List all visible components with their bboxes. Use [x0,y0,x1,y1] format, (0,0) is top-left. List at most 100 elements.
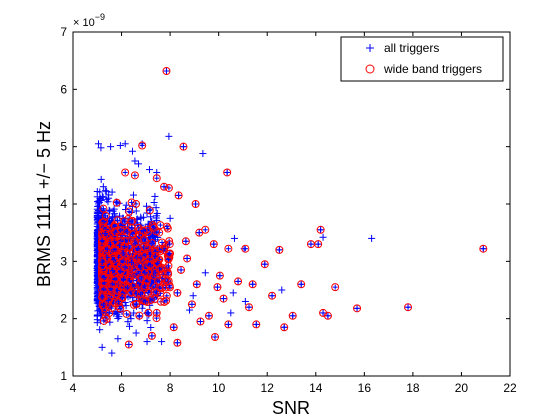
all-trigger-point [101,187,109,195]
x-tick: 16 [358,32,372,395]
y-tick-label: 2 [60,312,67,326]
all-trigger-point [128,147,136,155]
wide-band-trigger-point [113,286,122,295]
x-tick: 22 [503,32,517,395]
wide-band-trigger-point [179,142,188,151]
x-tick-label: 22 [503,381,517,395]
wide-band-trigger-point [106,284,115,293]
wide-band-trigger-point [116,267,125,276]
wide-band-trigger-point [331,283,340,292]
wide-band-trigger-point [113,216,122,225]
wide-band-trigger-point [153,276,162,285]
wide-band-triggers-points [98,66,488,349]
wide-band-trigger-point [121,168,130,177]
wide-band-trigger-point [164,249,173,258]
wide-band-trigger-point [191,200,200,208]
all-trigger-point [165,132,173,140]
x-tick-label: 14 [309,381,323,395]
all-trigger-point [96,194,104,202]
wide-band-trigger-point [101,229,110,238]
wide-band-trigger-point [146,250,155,259]
all-trigger-point [186,306,194,314]
wide-band-trigger-point [160,182,169,191]
x-tick-label: 4 [70,381,77,395]
all-trigger-point [201,269,209,277]
all-trigger-point [189,292,197,300]
all-trigger-point [95,198,103,206]
all-trigger-point [96,326,104,334]
all-trigger-point [147,323,155,331]
wide-band-trigger-point [187,300,196,309]
wide-band-trigger-point [297,280,306,289]
wide-band-trigger-point [132,289,141,298]
wide-band-trigger-point [104,296,113,305]
wide-band-trigger-point [164,261,173,270]
wide-band-trigger-point [140,281,149,290]
wide-band-trigger-point [116,304,125,313]
wide-band-trigger-point [117,293,126,302]
wide-band-trigger-point [99,301,108,310]
wide-band-trigger-point [130,171,139,180]
wide-band-trigger-point [209,240,218,249]
wide-band-trigger-point [177,265,186,274]
wide-band-trigger-point [165,240,174,249]
wide-band-trigger-point [173,338,182,347]
wide-band-trigger-point [165,283,174,292]
x-tick: 14 [309,32,323,395]
wide-band-trigger-point [219,294,228,303]
all-trigger-point [99,193,107,201]
wide-band-trigger-point [192,280,201,289]
wide-band-trigger-point [316,225,325,234]
wide-band-trigger-point [103,245,112,254]
wide-band-trigger-point [123,283,132,292]
wide-band-trigger-point [234,277,243,286]
y-tick-label: 5 [60,140,67,154]
all-trigger-point [368,234,376,242]
wide-band-trigger-point [148,239,157,248]
wide-band-trigger-point [120,242,129,251]
wide-band-trigger-point [127,198,136,207]
all-trigger-point [138,304,146,312]
wide-band-trigger-point [252,320,261,329]
wide-band-trigger-point [162,222,171,231]
wide-band-trigger-point [119,275,128,284]
all-trigger-point [108,349,116,357]
all-trigger-point [93,319,101,327]
y-axis-multiplier: × 10−9 [73,12,105,29]
wide-band-trigger-point [136,262,145,271]
y-tick: 3 [60,254,510,268]
y-tick-label: 1 [60,369,67,383]
wide-band-trigger-point [139,235,148,244]
x-tick: 10 [212,32,226,395]
wide-band-trigger-point [116,225,125,234]
wide-band-trigger-point [101,211,110,220]
x-tick: 18 [406,32,420,395]
all-trigger-point [93,193,101,201]
wide-band-trigger-point [314,240,323,249]
wide-band-trigger-point [99,316,108,325]
all-trigger-point [319,233,327,241]
all-trigger-point [103,187,111,195]
x-tick-label: 20 [455,381,469,395]
wide-band-trigger-point [141,297,150,306]
all-trigger-point [131,157,139,165]
wide-band-trigger-point [144,308,153,317]
x-tick-label: 16 [358,381,372,395]
legend-marker-wide-band-triggers [365,64,375,74]
all-trigger-point [124,318,132,326]
wide-band-trigger-point [99,285,108,294]
wide-band-trigger-point [151,268,160,277]
all-trigger-point [137,214,145,222]
all-trigger-point [278,286,286,294]
x-tick-label: 18 [406,381,420,395]
wide-band-trigger-point [224,320,233,329]
y-axis-ticks: 1 2 3 4 5 6 7 [60,25,510,383]
all-trigger-point [98,343,106,351]
wide-band-trigger-point [306,240,315,249]
all-trigger-point [116,142,124,150]
y-tick: 6 [60,82,510,96]
wide-band-trigger-point [164,183,173,192]
wide-band-trigger-point [224,244,233,253]
wide-band-trigger-point [151,252,160,261]
